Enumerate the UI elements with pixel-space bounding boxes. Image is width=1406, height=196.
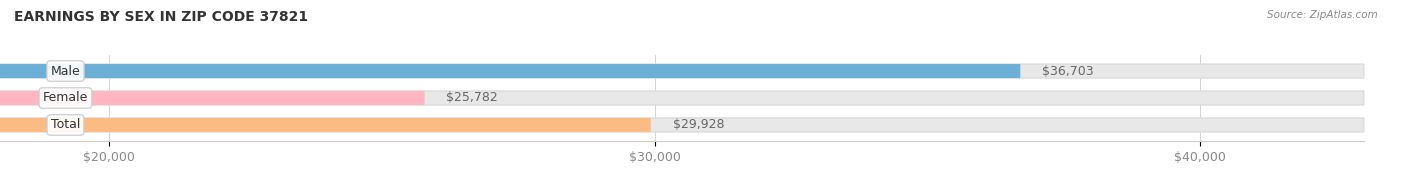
FancyBboxPatch shape — [0, 64, 1364, 78]
Text: $25,782: $25,782 — [446, 92, 498, 104]
Text: Source: ZipAtlas.com: Source: ZipAtlas.com — [1267, 10, 1378, 20]
Text: Male: Male — [51, 64, 80, 78]
Text: EARNINGS BY SEX IN ZIP CODE 37821: EARNINGS BY SEX IN ZIP CODE 37821 — [14, 10, 308, 24]
FancyBboxPatch shape — [0, 91, 1364, 105]
FancyBboxPatch shape — [0, 118, 651, 132]
Text: $36,703: $36,703 — [1042, 64, 1094, 78]
FancyBboxPatch shape — [0, 118, 1364, 132]
Text: Total: Total — [51, 118, 80, 132]
FancyBboxPatch shape — [0, 64, 1021, 78]
Text: $29,928: $29,928 — [672, 118, 724, 132]
FancyBboxPatch shape — [0, 91, 425, 105]
Text: Female: Female — [42, 92, 89, 104]
